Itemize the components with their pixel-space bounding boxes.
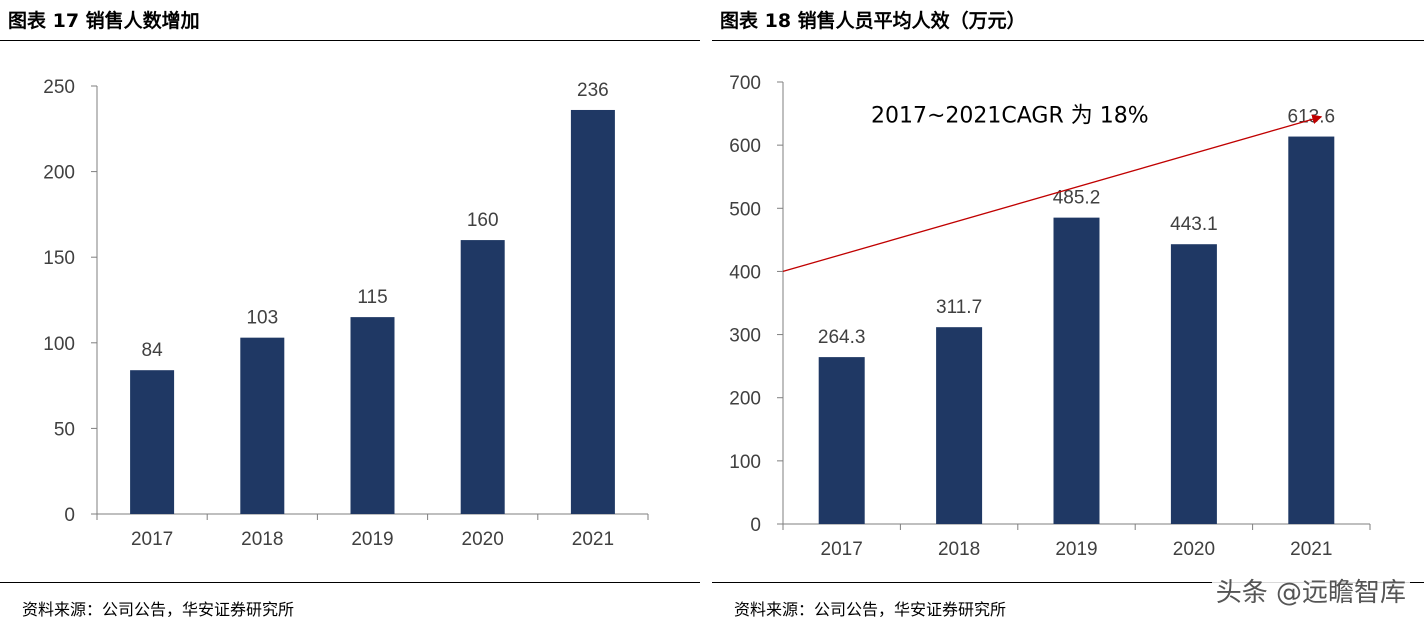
y-tick-label: 200 [729,389,761,410]
y-tick-label: 500 [729,199,761,220]
x-tick-label: 2018 [938,539,980,560]
y-tick-label: 50 [54,419,75,440]
data-label: 443.1 [1170,214,1218,235]
watermark: 头条 @远瞻智库 [1211,572,1410,609]
chart-title: 图表 18 销售人员平均人效（万元） [720,10,1026,32]
bar-chart-efficiency: 0 100 200 300 400 500 600 700 264.3 2017 311.7 2018… [729,73,1371,560]
title-rule [0,40,700,41]
bar [936,327,983,524]
bar [1170,244,1217,525]
cagr-annotation: 2017~2021CAGR 为 18% [871,103,1149,128]
chart-title: 图表 17 销售人数增加 [8,10,200,32]
bar [350,317,395,514]
y-tick-label: 400 [729,262,761,283]
x-tick-label: 2021 [572,529,614,550]
source-note: 资料来源：公司公告，华安证券研究所 [734,600,1007,619]
y-tick-label: 600 [729,136,761,157]
y-tick-label: 300 [729,326,761,347]
source-note: 资料来源：公司公告，华安证券研究所 [22,600,295,619]
bar [1288,136,1335,525]
source-rule [0,582,700,583]
data-label: 115 [357,287,387,308]
source-rule [712,582,1424,583]
y-tick-label: 100 [43,334,75,355]
y-tick-label: 700 [729,73,761,94]
data-label: 103 [246,308,278,329]
bar-chart-headcount: 0 50 100 150 200 250 84 2017 103 2018 115 2019 160 20… [43,77,649,550]
chart-panel-sales-headcount: 图表 17 销售人数增加 0 50 100 150 200 250 84 2017 103 201… [0,0,700,629]
data-label: 485.2 [1053,188,1101,209]
bar [130,370,175,514]
x-tick-label: 2018 [241,529,283,550]
data-label: 160 [467,210,499,231]
y-tick-label: 0 [750,515,761,536]
y-tick-label: 250 [43,77,75,98]
data-label: 264.3 [818,327,866,348]
bar [818,357,865,524]
bar [240,337,285,514]
bar [1053,217,1100,524]
title-rule [712,40,1424,41]
chart-panel-sales-efficiency: 图表 18 销售人员平均人效（万元） 0 100 200 300 400 500 600 70… [712,0,1424,629]
y-tick-label: 100 [729,452,761,473]
data-label: 311.7 [936,297,982,318]
bar [460,240,505,514]
x-tick-label: 2020 [462,529,504,550]
bar [570,109,615,514]
data-label: 84 [142,340,164,361]
y-tick-label: 200 [43,163,75,184]
y-tick-label: 150 [43,248,75,269]
x-tick-label: 2017 [131,529,173,550]
trend-arrow [782,114,1323,273]
x-tick-label: 2017 [821,539,863,560]
x-tick-label: 2019 [351,529,393,550]
x-tick-label: 2020 [1173,539,1215,560]
data-label: 236 [577,80,609,101]
x-tick-label: 2019 [1055,539,1097,560]
y-tick-label: 0 [64,505,75,526]
x-tick-label: 2021 [1290,539,1332,560]
